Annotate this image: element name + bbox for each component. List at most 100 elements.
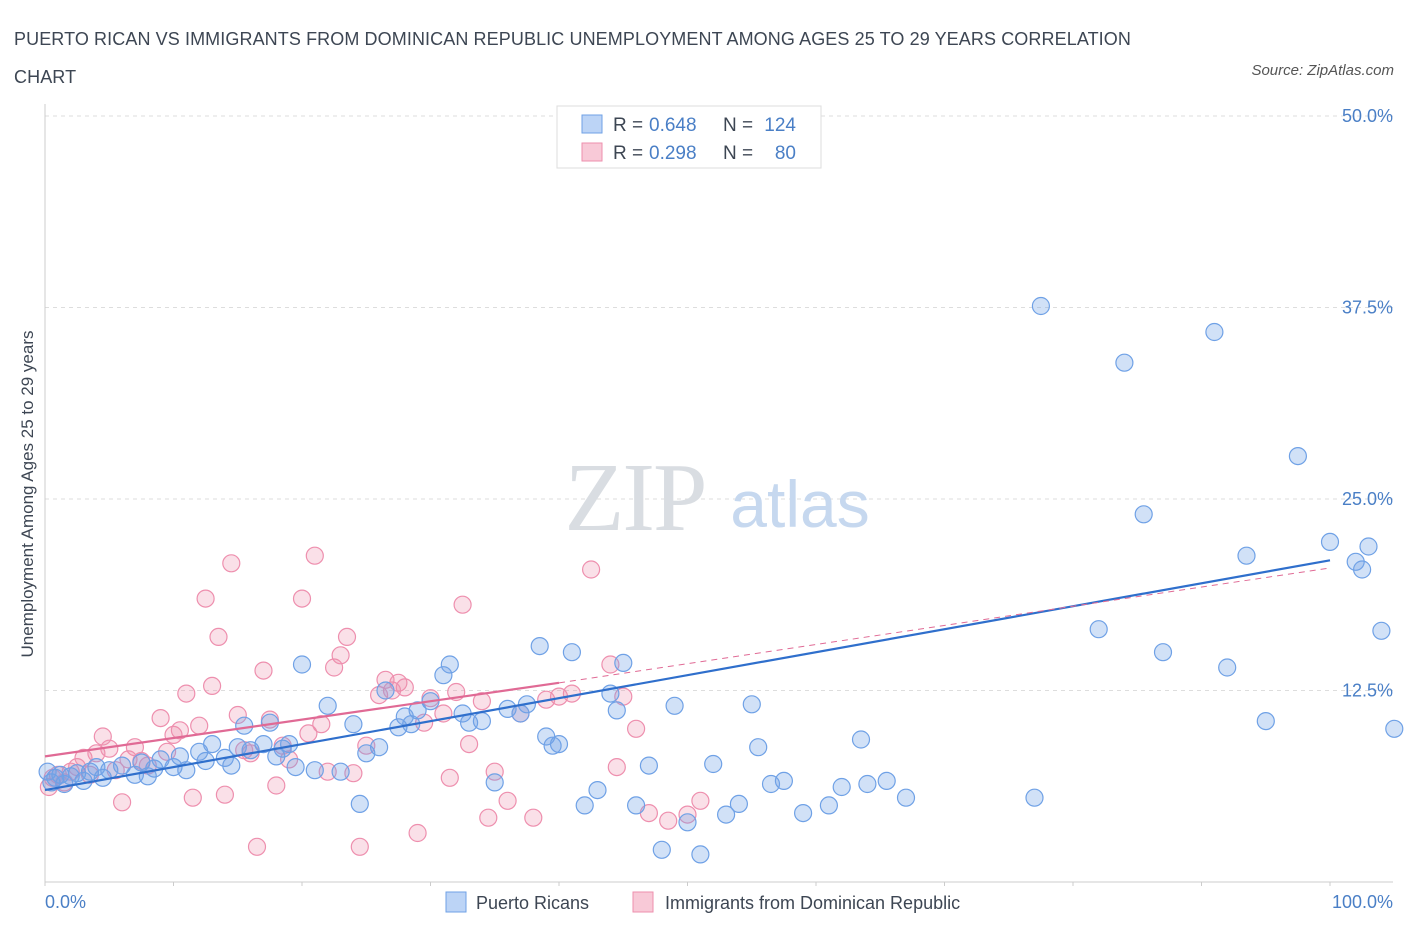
trend-line-puerto-ricans bbox=[44, 559, 1331, 792]
puerto-rican-point-42 bbox=[370, 738, 389, 757]
dominican-point-47 bbox=[350, 837, 369, 856]
dominican-point-79 bbox=[691, 791, 710, 810]
puerto-rican-point-29 bbox=[254, 734, 273, 754]
puerto-rican-point-102 bbox=[1359, 537, 1378, 556]
dominican-point-25 bbox=[203, 676, 222, 696]
dominican-point-35 bbox=[267, 776, 286, 795]
legend-bottom-label-puerto-ricans: Puerto Ricans bbox=[476, 893, 589, 913]
puerto-rican-point-76 bbox=[729, 794, 749, 814]
puerto-rican-point-69 bbox=[639, 756, 659, 775]
y-tick-labels: 12.5% 25.0% 37.5% 50.0% bbox=[1342, 106, 1393, 701]
puerto-rican-point-25 bbox=[222, 756, 241, 775]
dominican-point-78 bbox=[678, 805, 697, 824]
puerto-rican-point-34 bbox=[286, 757, 305, 777]
puerto-rican-point-93 bbox=[1153, 643, 1173, 662]
watermark: ZIP atlas bbox=[565, 444, 870, 552]
puerto-rican-point-36 bbox=[305, 761, 324, 780]
dominican-point-63 bbox=[479, 808, 498, 827]
puerto-rican-point-85 bbox=[858, 774, 877, 794]
dominican-point-70 bbox=[562, 684, 582, 703]
dominican-point-62 bbox=[472, 692, 491, 711]
puerto-rican-point-63 bbox=[575, 796, 594, 815]
puerto-rican-point-73 bbox=[691, 845, 710, 864]
puerto-rican-point-89 bbox=[1031, 296, 1051, 316]
puerto-rican-point-88 bbox=[1025, 788, 1044, 807]
source-label: Source: ZipAtlas.com bbox=[1251, 62, 1394, 79]
puerto-rican-point-49 bbox=[434, 666, 453, 685]
puerto-rican-point-62 bbox=[562, 643, 582, 662]
legend-n-value-2: 80 bbox=[775, 143, 796, 164]
dominican-point-28 bbox=[222, 554, 241, 573]
legend-bottom-swatch-blue bbox=[445, 891, 467, 913]
dominican-point-26 bbox=[209, 627, 228, 647]
dominican-point-17 bbox=[151, 708, 170, 728]
dominican-point-38 bbox=[292, 589, 312, 608]
puerto-rican-point-92 bbox=[1134, 505, 1153, 524]
watermark-zip: ZIP bbox=[565, 444, 706, 552]
legend-n-label-2: N = bbox=[723, 143, 753, 164]
puerto-rican-point-12 bbox=[112, 756, 132, 775]
legend-r-label-1: R = bbox=[613, 115, 643, 136]
puerto-rican-point-72 bbox=[678, 813, 697, 832]
puerto-rican-point-58 bbox=[530, 636, 549, 656]
series-puerto-rican-points bbox=[38, 296, 1404, 864]
y-tick-label-3: 50.0% bbox=[1342, 106, 1393, 126]
puerto-rican-point-86 bbox=[877, 771, 896, 791]
puerto-rican-point-77 bbox=[742, 695, 761, 714]
y-tick-label-2: 37.5% bbox=[1342, 298, 1393, 318]
y-tick-label-1: 25.0% bbox=[1342, 489, 1393, 509]
dominican-point-32 bbox=[247, 837, 267, 856]
puerto-rican-point-98 bbox=[1288, 447, 1308, 466]
dominican-point-75 bbox=[626, 719, 646, 738]
puerto-rican-point-99 bbox=[1320, 532, 1340, 552]
watermark-atlas: atlas bbox=[730, 467, 869, 541]
puerto-rican-point-66 bbox=[607, 701, 626, 720]
dominican-point-20 bbox=[170, 721, 189, 740]
dominican-point-22 bbox=[183, 788, 202, 807]
dominican-point-67 bbox=[524, 808, 543, 827]
puerto-rican-point-90 bbox=[1089, 620, 1108, 639]
legend-bottom-swatch-pink bbox=[632, 891, 654, 913]
puerto-rican-point-94 bbox=[1205, 322, 1224, 342]
puerto-rican-point-67 bbox=[614, 653, 633, 673]
dominican-point-54 bbox=[408, 823, 427, 843]
puerto-rican-point-43 bbox=[376, 681, 395, 700]
puerto-rican-point-47 bbox=[408, 701, 427, 720]
axes bbox=[44, 104, 1393, 886]
dominican-point-41 bbox=[312, 715, 331, 734]
dominican-point-65 bbox=[498, 791, 517, 810]
dominican-point-61 bbox=[460, 734, 479, 754]
legend-bottom-label-dominican: Immigrants from Dominican Republic bbox=[665, 893, 960, 913]
puerto-rican-point-81 bbox=[793, 803, 813, 823]
x-tick-label-min: 0.0% bbox=[45, 892, 86, 912]
dominican-point-58 bbox=[440, 768, 459, 787]
dominican-point-53 bbox=[395, 678, 414, 697]
puerto-rican-point-87 bbox=[896, 788, 916, 807]
dominican-point-40 bbox=[305, 546, 324, 565]
puerto-rican-point-23 bbox=[203, 734, 222, 754]
dominican-point-60 bbox=[453, 595, 472, 614]
puerto-rican-point-95 bbox=[1218, 658, 1237, 677]
dominican-point-33 bbox=[254, 661, 273, 680]
puerto-rican-point-64 bbox=[588, 780, 607, 800]
puerto-rican-point-60 bbox=[543, 736, 562, 755]
dominican-point-71 bbox=[581, 560, 601, 579]
puerto-rican-point-38 bbox=[331, 762, 350, 781]
puerto-rican-point-53 bbox=[472, 711, 491, 731]
puerto-rican-point-75 bbox=[716, 805, 736, 824]
legend-r-value-1: 0.648 bbox=[649, 115, 697, 136]
puerto-rican-point-80 bbox=[774, 771, 794, 791]
trend-line-dominican bbox=[44, 681, 560, 758]
puerto-rican-point-96 bbox=[1237, 546, 1256, 565]
legend-r-value-2: 0.298 bbox=[649, 143, 697, 164]
puerto-rican-point-37 bbox=[318, 696, 337, 715]
dominican-point-77 bbox=[659, 811, 678, 830]
dominican-point-45 bbox=[337, 627, 357, 647]
puerto-rican-point-83 bbox=[832, 777, 851, 797]
legend-swatch-blue bbox=[581, 114, 603, 134]
legend-n-value-1: 124 bbox=[764, 115, 796, 136]
legend-n-label-1: N = bbox=[723, 115, 753, 136]
puerto-rican-point-104 bbox=[1385, 719, 1404, 738]
dominican-point-27 bbox=[215, 785, 234, 804]
